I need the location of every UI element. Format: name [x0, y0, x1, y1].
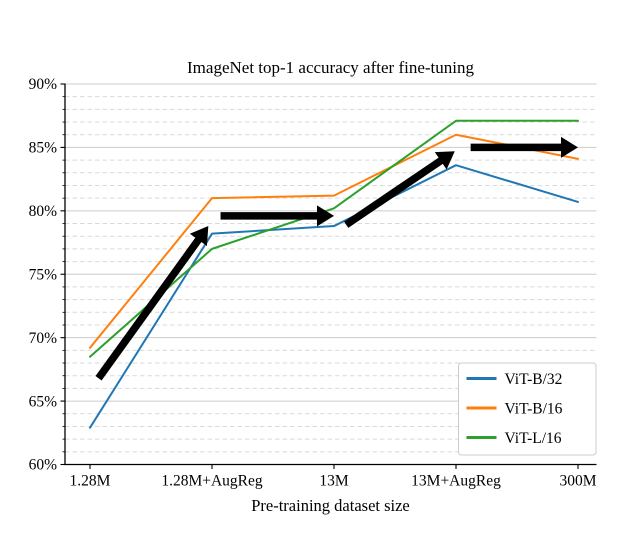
legend-item-label: ViT-B/32 — [505, 371, 563, 388]
annotation-arrow-head — [317, 205, 334, 227]
legend-item-label: ViT-B/16 — [505, 400, 563, 417]
y-tick-label: 85% — [29, 140, 58, 157]
tick-labels: 60% 65% 70% 75% 80% 85% 90% 1.28M 1.28M+AugReg 13… — [29, 76, 597, 489]
chart-title: ImageNet top-1 accuracy after fine-tunin… — [187, 58, 474, 77]
annotation-arrow-shaft — [95, 236, 203, 381]
y-tick-label: 65% — [29, 393, 58, 410]
annotation-arrows — [95, 136, 578, 381]
annotation-arrow-head — [434, 151, 455, 170]
y-tick-label: 90% — [29, 76, 58, 93]
series-line-vit-b-16 — [89, 133, 579, 349]
series-layer — [89, 119, 579, 429]
y-tick-label: 75% — [29, 266, 58, 283]
x-tick-label: 13M — [319, 473, 349, 490]
x-tick-label: 300M — [559, 473, 596, 490]
series-line-vit-b-32 — [89, 164, 579, 429]
y-tick-label: 60% — [29, 457, 58, 474]
legend-box — [458, 362, 597, 456]
x-axis-label: Pre-training dataset size — [251, 496, 410, 515]
annotation-arrow-head — [189, 226, 209, 246]
annotation-arrow-head — [561, 136, 578, 158]
legend-item-label: ViT-L/16 — [505, 430, 562, 447]
axes-layer — [60, 83, 597, 469]
legend: ViT-B/32 ViT-B/16 ViT-L/16 — [458, 362, 597, 456]
y-tick-label: 70% — [29, 330, 58, 347]
series-line-vit-l-16 — [89, 119, 579, 358]
x-tick-label: 1.28M+AugReg — [161, 473, 263, 490]
y-tick-label: 80% — [29, 203, 58, 220]
x-tick-label: 13M+AugReg — [411, 473, 501, 490]
annotation-arrow-shaft — [344, 156, 445, 228]
x-tick-label: 1.28M — [70, 473, 111, 490]
